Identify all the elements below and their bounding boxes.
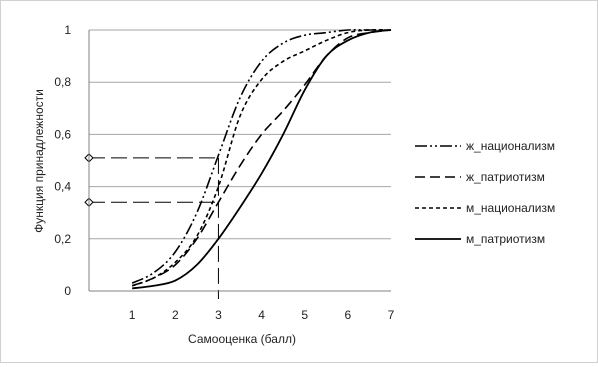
x-tick-label: 3 [215,308,222,322]
y-tick-label: 0 [64,284,71,298]
legend-label-1: ж_национализм [466,139,555,153]
y-tick-label: 1 [64,23,71,37]
y-tick-label: 0,2 [54,232,71,246]
y-tick-label: 0,6 [54,127,71,141]
legend-label-4: м_патриотизм [466,232,545,246]
x-tick-label: 6 [345,308,352,322]
y-tick-label: 0,4 [54,180,71,194]
axis-layer: 0 0,2 0,4 0,6 0,8 1 1 2 3 4 5 6 7 [54,23,394,322]
legend-label-2: ж_патриотизм [466,170,545,184]
x-tick-label: 5 [301,308,308,322]
series-layer [131,29,392,290]
x-tick-label: 1 [129,308,136,322]
y-axis-label: Функция принадлежности [32,89,46,233]
x-axis-label: Самооценка (балл) [188,332,296,346]
y-tick-label: 0,8 [54,75,71,89]
series-line-3 [131,29,392,287]
x-tick-label: 7 [388,308,395,322]
annotation-layer [84,153,219,299]
legend-label-3: м_национализм [466,201,555,215]
grid-layer [89,29,391,292]
series-line-4 [132,29,392,290]
x-tick-label: 2 [172,308,179,322]
series-line-1 [131,29,391,284]
legend: ж_национализм ж_патриотизм м_национализм м_… [415,139,555,246]
x-tick-label: 4 [258,308,265,322]
series-line-2 [131,29,392,287]
